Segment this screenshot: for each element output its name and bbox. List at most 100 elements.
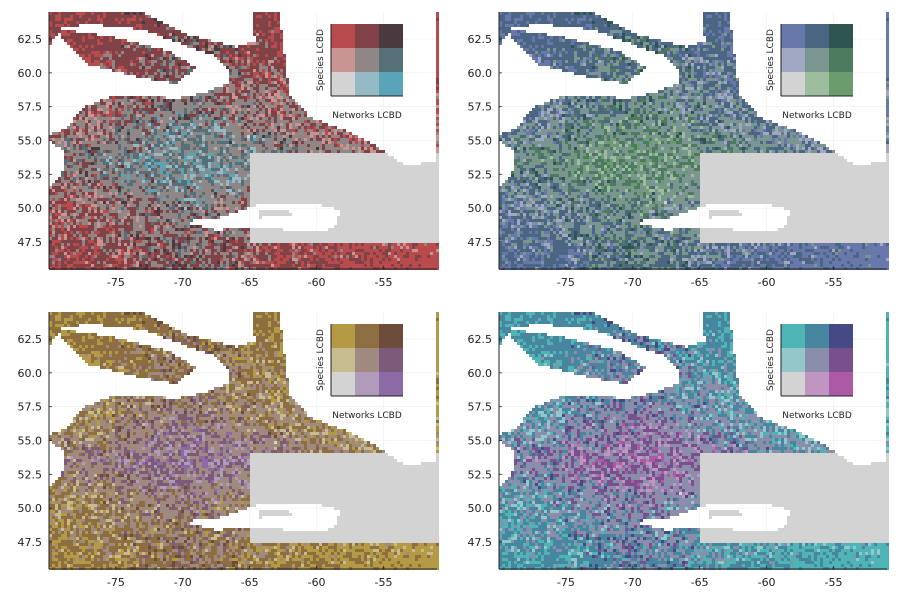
- legend-cell: [781, 372, 805, 396]
- bivariate-legend: Networks LCBD Species LCBD: [316, 24, 403, 121]
- legend-cell: [355, 48, 379, 72]
- y-tick-label: 60.0: [18, 367, 43, 380]
- y-tick-label: 57.5: [18, 401, 43, 414]
- legend-cell: [355, 24, 379, 48]
- map-svg: -75 -70 -65 -60 -55 62.5 60.0 57.5 55.0 52.5 50.0 4…: [468, 12, 889, 289]
- y-tick-label: 47.5: [468, 536, 493, 549]
- legend-cell: [781, 324, 805, 348]
- legend-cell: [781, 348, 805, 372]
- legend-cell: [781, 48, 805, 72]
- legend-cell: [829, 348, 853, 372]
- x-tick-label: -75: [557, 576, 575, 589]
- bivariate-legend: Networks LCBD Species LCBD: [766, 324, 853, 421]
- y-tick-label: 60.0: [468, 67, 493, 80]
- legend-y-label: Species LCBD: [316, 29, 326, 91]
- y-tick-label: 62.5: [18, 33, 43, 46]
- y-tick-label: 47.5: [468, 236, 493, 249]
- x-tick-label: -75: [107, 576, 125, 589]
- legend-cell: [379, 372, 403, 396]
- y-tick-label: 55.0: [18, 135, 43, 148]
- raster-layer: [49, 312, 439, 570]
- legend-x-label: Networks LCBD: [332, 411, 402, 421]
- x-tick-label: -70: [624, 576, 642, 589]
- legend-cell: [805, 324, 829, 348]
- legend-cell: [805, 72, 829, 96]
- legend-y-label: Species LCBD: [316, 329, 326, 391]
- y-tick-label: 62.5: [468, 333, 493, 346]
- x-tick-label: -75: [557, 276, 575, 289]
- y-tick-label: 57.5: [18, 101, 43, 114]
- x-tick-label: -65: [691, 276, 709, 289]
- legend-cell: [331, 24, 355, 48]
- raster-layer: [499, 12, 889, 270]
- y-tick-label: 50.0: [18, 502, 43, 515]
- legend-cell: [355, 372, 379, 396]
- legend-cell: [829, 24, 853, 48]
- map-svg: -75 -70 -65 -60 -55 62.5 60.0 57.5 55.0 52.5 50.0 4…: [18, 12, 439, 289]
- legend-cell: [379, 48, 403, 72]
- legend-cell: [379, 348, 403, 372]
- raster-layer: [499, 312, 889, 570]
- y-tick-label: 47.5: [18, 236, 43, 249]
- legend-cell: [781, 72, 805, 96]
- legend-cell: [829, 324, 853, 348]
- legend-x-label: Networks LCBD: [332, 111, 402, 121]
- y-tick-label: 50.0: [468, 502, 493, 515]
- y-tick-label: 57.5: [468, 401, 493, 414]
- x-tick-label: -70: [174, 276, 192, 289]
- x-tick-label: -55: [374, 576, 392, 589]
- x-tick-label: -55: [824, 276, 842, 289]
- bivariate-legend: Networks LCBD Species LCBD: [316, 324, 403, 421]
- raster-layer: [49, 12, 439, 270]
- x-tick-label: -60: [758, 276, 776, 289]
- map-panel-1: -75 -70 -65 -60 -55 62.5 60.0 57.5 55.0 52.5 50.0 4…: [0, 0, 450, 300]
- legend-cell: [355, 348, 379, 372]
- x-tick-label: -65: [691, 576, 709, 589]
- legend-cell: [805, 348, 829, 372]
- map-svg: -75 -70 -65 -60 -55 62.5 60.0 57.5 55.0 52.5 50.0 4…: [468, 312, 889, 589]
- y-tick-label: 55.0: [468, 435, 493, 448]
- y-tick-label: 60.0: [468, 367, 493, 380]
- legend-cell: [331, 72, 355, 96]
- x-tick-label: -60: [308, 576, 326, 589]
- legend-cell: [379, 72, 403, 96]
- x-tick-label: -70: [624, 276, 642, 289]
- y-tick-label: 47.5: [18, 536, 43, 549]
- legend-cell: [781, 24, 805, 48]
- y-tick-label: 50.0: [18, 202, 43, 215]
- legend-cell: [355, 324, 379, 348]
- legend-cell: [331, 324, 355, 348]
- map-svg: -75 -70 -65 -60 -55 62.5 60.0 57.5 55.0 52.5 50.0 4…: [18, 312, 439, 589]
- y-tick-label: 50.0: [468, 202, 493, 215]
- map-panel-4: -75 -70 -65 -60 -55 62.5 60.0 57.5 55.0 52.5 50.0 4…: [450, 300, 900, 600]
- legend-x-label: Networks LCBD: [782, 411, 852, 421]
- y-tick-label: 55.0: [468, 135, 493, 148]
- map-panel-3: -75 -70 -65 -60 -55 62.5 60.0 57.5 55.0 52.5 50.0 4…: [0, 300, 450, 600]
- legend-cell: [805, 48, 829, 72]
- x-tick-label: -55: [824, 576, 842, 589]
- x-tick-label: -65: [241, 276, 259, 289]
- x-tick-label: -70: [174, 576, 192, 589]
- y-tick-label: 62.5: [18, 333, 43, 346]
- legend-cell: [355, 72, 379, 96]
- legend-cell: [331, 372, 355, 396]
- y-tick-label: 52.5: [468, 468, 493, 481]
- legend-cell: [331, 348, 355, 372]
- legend-y-label: Species LCBD: [766, 29, 776, 91]
- y-tick-label: 52.5: [468, 168, 493, 181]
- legend-cell: [829, 48, 853, 72]
- legend-cell: [379, 24, 403, 48]
- y-tick-label: 57.5: [468, 101, 493, 114]
- y-tick-label: 62.5: [468, 33, 493, 46]
- x-tick-label: -75: [107, 276, 125, 289]
- y-tick-label: 52.5: [18, 168, 43, 181]
- bivariate-legend: Networks LCBD Species LCBD: [766, 24, 853, 121]
- legend-cell: [829, 372, 853, 396]
- x-tick-label: -55: [374, 276, 392, 289]
- x-tick-label: -60: [308, 276, 326, 289]
- legend-cell: [331, 48, 355, 72]
- map-panel-2: -75 -70 -65 -60 -55 62.5 60.0 57.5 55.0 52.5 50.0 4…: [450, 0, 900, 300]
- legend-x-label: Networks LCBD: [782, 111, 852, 121]
- legend-y-label: Species LCBD: [766, 329, 776, 391]
- legend-cell: [829, 72, 853, 96]
